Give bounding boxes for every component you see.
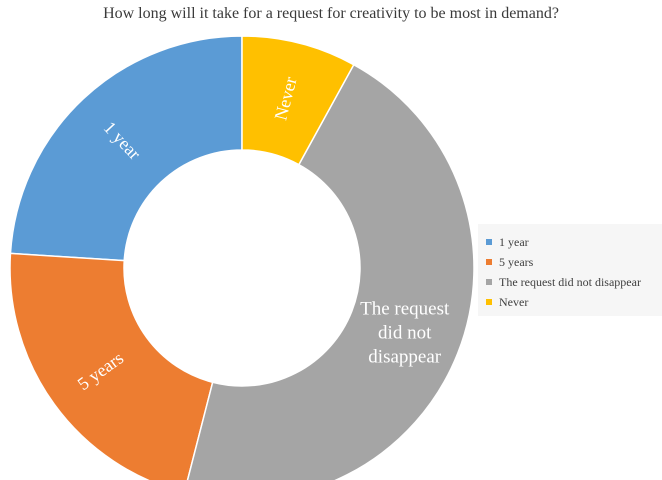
legend-swatch (486, 259, 492, 265)
slice-5-years (9, 252, 214, 480)
legend-label: 1 year (499, 235, 529, 249)
slice-label-the-request-did-not-disappear: The request did not disappear (360, 298, 450, 367)
legend-swatch (486, 299, 492, 305)
legend-label: Never (499, 295, 529, 309)
legend: 1 year 5 years The request did not disap… (478, 224, 662, 316)
slice-never (241, 35, 355, 166)
legend-label: 5 years (499, 255, 534, 269)
legend-label: The request did not disappear (499, 275, 641, 289)
legend-swatch (486, 239, 492, 245)
chart-title: How long will it take for a request for … (103, 5, 559, 22)
slice-1-year (9, 35, 243, 262)
legend-swatch (486, 279, 492, 285)
legend-item-1-year: 1 year (486, 234, 529, 251)
legend-item-never: Never (486, 294, 528, 311)
slice-the-request-did-not-disappear (186, 63, 475, 480)
legend-item-5-years: 5 years (486, 254, 533, 271)
legend-item-request-did-not-disappear: The request did not disappear (486, 274, 641, 291)
